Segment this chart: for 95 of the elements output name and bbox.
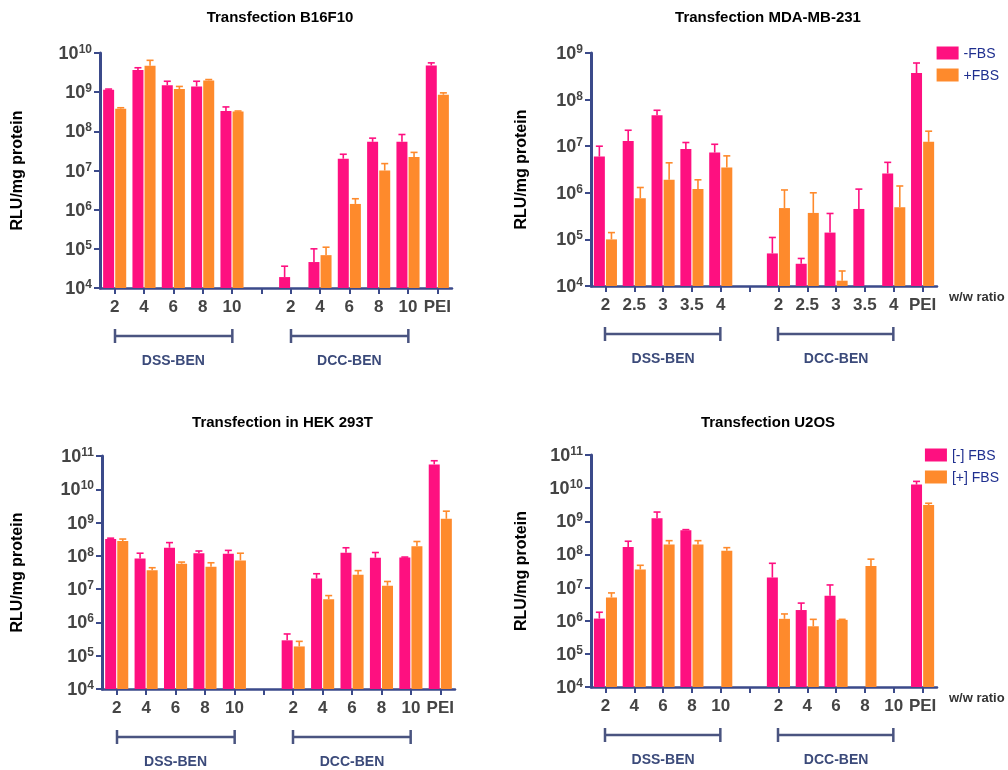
x-tick-label: 8 xyxy=(860,696,870,715)
y-tick-label: 10$^{4}$ xyxy=(65,277,92,298)
x-tick-label: 10 xyxy=(398,297,418,316)
y-tick-label: 10$^{5}$ xyxy=(556,642,583,664)
y-tick-label: 10$^{4}$ xyxy=(556,676,583,697)
y-tick-label: 10$^{9}$ xyxy=(556,510,583,532)
y-tick-label: 10$^{8}$ xyxy=(67,544,94,566)
text: DCC-BEN xyxy=(803,350,869,366)
y-tick-label: 10$^{8}$ xyxy=(556,543,583,565)
y-tick-label: 10$^{6}$ xyxy=(67,611,94,633)
x-tick-label: 8 xyxy=(373,297,384,316)
x-tick-label: 10 xyxy=(222,297,242,316)
y-tick-label: 10$^{4}$ xyxy=(556,275,583,296)
y-tick-label: 10$^{6}$ xyxy=(65,198,92,220)
legend-label: +FBS xyxy=(963,67,999,83)
y-tick-label: 10$^{5}$ xyxy=(65,237,92,259)
x-tick-label: PEI xyxy=(908,696,937,715)
x-tick-label: 6 xyxy=(344,297,355,316)
x-tick-label: 4 xyxy=(141,698,152,717)
legend-label: [-] FBS xyxy=(951,447,996,463)
y-tick-label: 10$^{5}$ xyxy=(67,644,94,666)
x-tick-label: 4 xyxy=(889,295,900,314)
text: DSS-BEN xyxy=(631,751,695,767)
x-tick-label: 2 xyxy=(285,297,296,316)
y-tick-label: 10$^{9}$ xyxy=(67,511,94,533)
text: DCC-BEN xyxy=(803,751,869,767)
x-tick-label: 6 xyxy=(170,698,181,717)
x-tick-label: 4 xyxy=(716,295,727,314)
x-tick-label: 10 xyxy=(224,698,244,717)
text: DSS-BEN xyxy=(144,753,208,769)
legend-label: [+] FBS xyxy=(951,469,1000,485)
y-tick-label: 10$^{8}$ xyxy=(65,120,92,142)
x-tick-label: 8 xyxy=(687,696,697,715)
text: DCC-BEN xyxy=(317,352,382,368)
x-tick-label: 3.5 xyxy=(680,295,704,314)
x-tick-label: 6 xyxy=(831,696,841,715)
chart-title: Transfection U2OS xyxy=(700,413,836,430)
legend-label: -FBS xyxy=(963,45,996,61)
y-tick-label: 10$^{9}$ xyxy=(556,42,583,63)
text: DSS-BEN xyxy=(141,352,205,368)
x-tick-label: 8 xyxy=(197,297,208,316)
y-axis-title: RLU/mg protein xyxy=(7,512,25,633)
x-tick-label: PEI xyxy=(908,295,937,314)
y-tick-label: 10$^{7}$ xyxy=(67,578,94,600)
y-axis-title: RLU/mg protein xyxy=(7,110,25,231)
y-tick-label: 10$^{7}$ xyxy=(556,135,583,157)
y-tick-label: 10$^{7}$ xyxy=(556,576,583,598)
x-tick-label: 2 xyxy=(773,295,784,314)
x-tick-label: 2 xyxy=(773,696,784,715)
x-tick-label: 8 xyxy=(376,698,387,717)
y-axis-title: RLU/mg protein xyxy=(511,109,529,230)
y-tick-label: 10$^{5}$ xyxy=(556,228,583,250)
text: DCC-BEN xyxy=(319,753,385,769)
x-tick-label: PEI xyxy=(423,297,452,316)
y-tick-label: 10$^{10}$ xyxy=(549,477,583,499)
x-tick-label: 3.5 xyxy=(853,295,877,314)
x-tick-label: PEI xyxy=(426,698,454,717)
x-tick-label: 4 xyxy=(629,696,640,715)
y-axis-title: RLU/mg protein xyxy=(511,511,529,631)
x-tick-label: 4 xyxy=(139,297,150,316)
x-tick-label: 4 xyxy=(802,696,813,715)
x-tick-label: 3 xyxy=(831,295,841,314)
x-tick-label: 10 xyxy=(711,696,731,715)
y-tick-label: 10$^{10}$ xyxy=(58,42,92,63)
y-tick-label: 10$^{6}$ xyxy=(556,609,583,631)
y-tick-label: 10$^{10}$ xyxy=(60,478,94,500)
x-tick-label: 2.5 xyxy=(795,295,820,314)
x-axis-title: w/w ratio xyxy=(948,289,1005,304)
text: DSS-BEN xyxy=(631,350,695,366)
y-tick-label: 10$^{11}$ xyxy=(61,445,94,466)
y-tick-label: 10$^{7}$ xyxy=(65,159,92,181)
x-tick-label: 3 xyxy=(658,295,668,314)
chart-title: Transfection in HEK 293T xyxy=(192,413,373,430)
x-tick-label: 10 xyxy=(884,696,904,715)
x-tick-label: 6 xyxy=(658,696,668,715)
x-tick-label: 6 xyxy=(347,698,357,717)
chart-title: Transfection B16F10 xyxy=(206,8,354,25)
x-tick-label: 4 xyxy=(315,297,326,316)
x-tick-label: 8 xyxy=(200,698,210,717)
y-tick-label: 10$^{8}$ xyxy=(556,88,583,110)
x-tick-label: 4 xyxy=(317,698,328,717)
y-tick-label: 10$^{6}$ xyxy=(556,181,583,203)
y-tick-label: 10$^{11}$ xyxy=(550,444,583,465)
x-axis-title: w/w ratio xyxy=(948,690,1005,705)
chart-title: Transfection MDA-MB-231 xyxy=(675,8,861,25)
x-tick-label: 2 xyxy=(600,696,611,715)
x-tick-label: 10 xyxy=(401,698,421,717)
x-tick-label: 2 xyxy=(600,295,611,314)
x-tick-label: 2 xyxy=(109,297,120,316)
y-tick-label: 10$^{4}$ xyxy=(67,678,94,699)
x-tick-label: 2 xyxy=(288,698,298,717)
x-tick-label: 6 xyxy=(168,297,179,316)
x-tick-label: 2.5 xyxy=(622,295,647,314)
x-tick-label: 2 xyxy=(111,698,122,717)
y-tick-label: 10$^{9}$ xyxy=(65,81,92,103)
